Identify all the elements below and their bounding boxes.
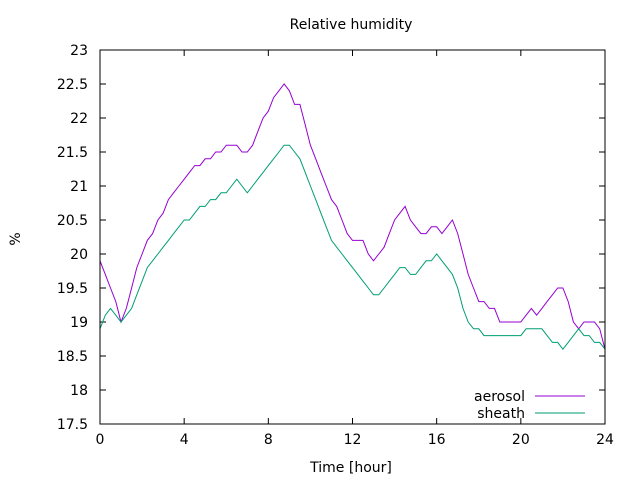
plot-frame xyxy=(99,49,606,425)
x-tick-label: 0 xyxy=(96,432,105,448)
series-lines xyxy=(99,83,606,351)
y-tick-label: 17.5 xyxy=(57,417,88,433)
x-tick-label: 8 xyxy=(264,432,273,448)
y-tick-label: 20.5 xyxy=(57,213,88,229)
legend-label-aerosol: aerosol xyxy=(474,389,525,405)
legend-label-sheath: sheath xyxy=(477,406,525,422)
y-tick-label: 19.5 xyxy=(57,281,88,297)
chart-title: Relative humidity xyxy=(290,17,413,33)
y-tick-label: 18.5 xyxy=(57,349,88,365)
x-tick-label: 20 xyxy=(512,432,530,448)
x-axis-label: Time [hour] xyxy=(309,460,392,476)
x-tick-label: 12 xyxy=(344,432,362,448)
series-line-aerosol xyxy=(99,83,606,350)
x-tick-label: 24 xyxy=(596,432,614,448)
y-tick-label: 22.5 xyxy=(57,77,88,93)
y-tick-label: 21.5 xyxy=(57,145,88,161)
y-tick-label: 21 xyxy=(70,179,88,195)
x-tick-label: 4 xyxy=(180,432,189,448)
y-tick-label: 20 xyxy=(70,247,88,263)
y-tick-label: 18 xyxy=(70,383,88,399)
x-tick-label: 16 xyxy=(428,432,446,448)
y-axis-label: % xyxy=(8,232,24,245)
y-tick-label: 22 xyxy=(70,111,88,127)
y-tick-label: 23 xyxy=(70,43,88,59)
series-line-sheath xyxy=(99,144,606,351)
y-tick-label: 19 xyxy=(70,315,88,331)
